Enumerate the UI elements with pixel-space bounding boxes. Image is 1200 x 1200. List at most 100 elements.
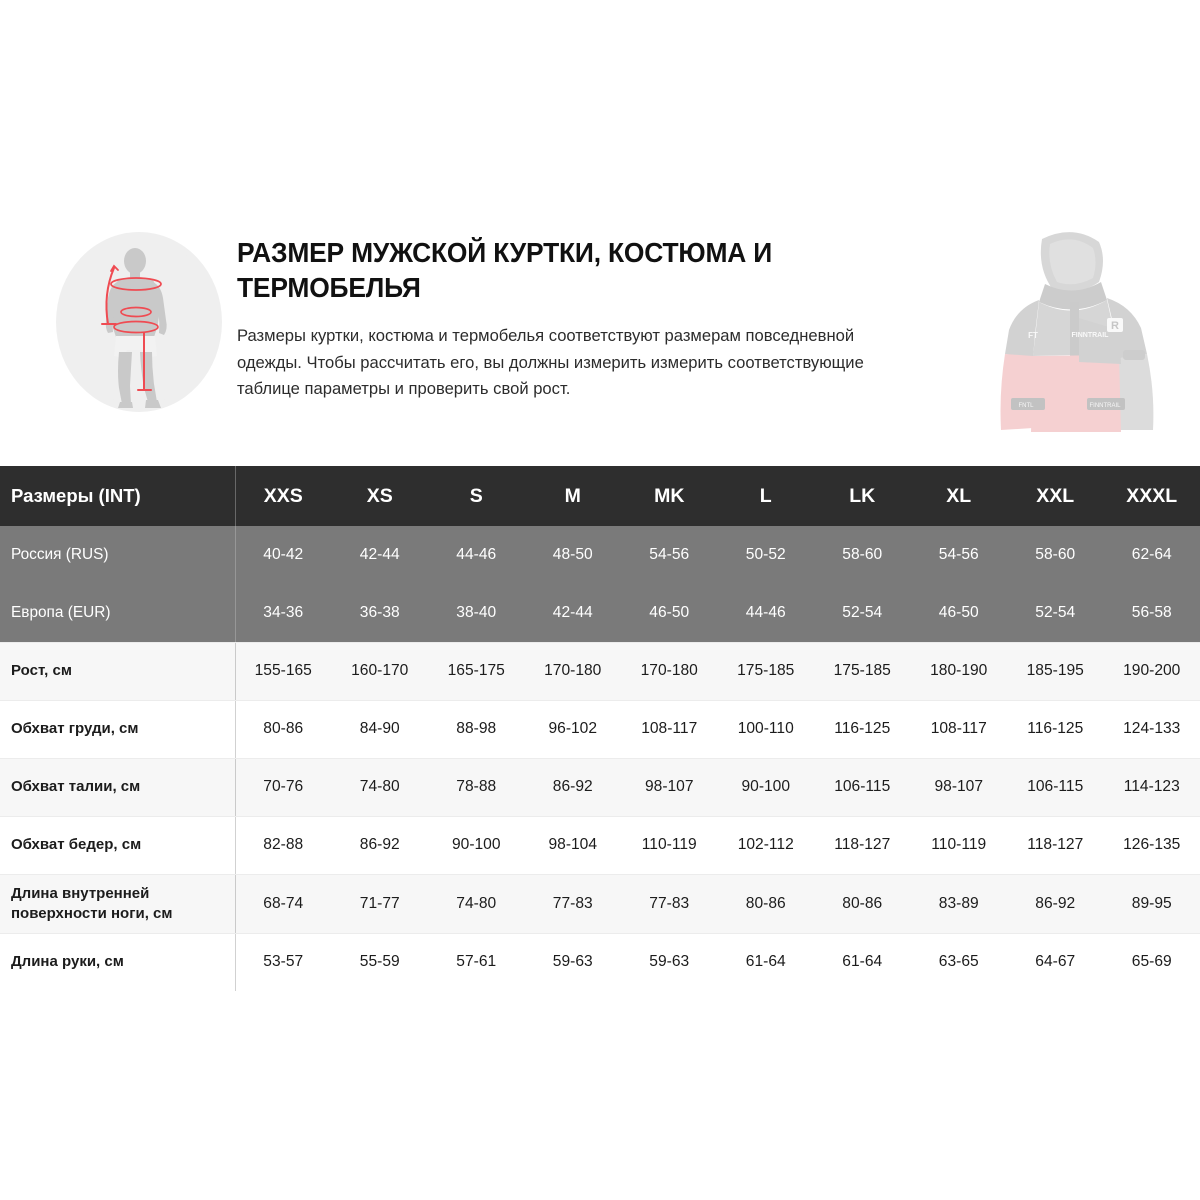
table-cell: 74-80 bbox=[428, 873, 525, 933]
table-cell: 170-180 bbox=[621, 641, 718, 700]
table-cell: 40-42 bbox=[235, 526, 332, 584]
table-cell: 86-92 bbox=[331, 815, 428, 874]
svg-text:R: R bbox=[1111, 320, 1119, 332]
table-header-row: Размеры (INT) XXS XS S M MK L LK XL XXL … bbox=[0, 466, 1200, 526]
table-cell: 110-119 bbox=[910, 815, 1007, 874]
column-header-xl: XL bbox=[946, 484, 972, 507]
column-header-label: Размеры (INT) bbox=[11, 485, 141, 506]
column-header-xs: XS bbox=[366, 484, 393, 507]
row-label: Длина внутренней поверхности ноги, см bbox=[0, 873, 235, 933]
row-label: Длина руки, см bbox=[0, 932, 235, 991]
table-body: Россия (RUS) 40-42 42-44 44-46 48-50 54-56 50-… bbox=[0, 526, 1200, 992]
column-header-xxxl: XXXL bbox=[1126, 484, 1178, 507]
table-cell: 77-83 bbox=[621, 873, 718, 933]
table-cell: 52-54 bbox=[1035, 603, 1076, 621]
table-cell: 98-107 bbox=[910, 757, 1007, 816]
table-cell: 86-92 bbox=[1007, 873, 1104, 933]
table-cell: 34-36 bbox=[235, 584, 332, 642]
svg-text:FNTL: FNTL bbox=[1019, 403, 1035, 409]
table-cell: 78-88 bbox=[428, 757, 525, 816]
table-row: Обхват талии, см 70-76 74-80 78-88 86-92 98-1… bbox=[0, 757, 1200, 816]
table-cell: 160-170 bbox=[331, 641, 428, 700]
table-cell: 155-165 bbox=[235, 641, 332, 700]
table-cell: 185-195 bbox=[1007, 641, 1104, 700]
table-row: Обхват бедер, см 82-88 86-92 90-100 98-104 11… bbox=[0, 815, 1200, 874]
table-cell: 68-74 bbox=[235, 873, 332, 933]
table-cell: 53-57 bbox=[235, 932, 332, 992]
table-cell: 86-92 bbox=[524, 757, 621, 816]
table-cell: 118-127 bbox=[814, 815, 911, 874]
table-cell: 83-89 bbox=[910, 873, 1007, 933]
table-cell: 100-110 bbox=[717, 699, 814, 758]
table-cell: 124-133 bbox=[1103, 699, 1200, 758]
table-cell: 58-60 bbox=[842, 546, 883, 563]
table-cell: 50-52 bbox=[745, 546, 786, 563]
table-row: Рост, см 155-165 160-170 165-175 170-180 170-… bbox=[0, 641, 1200, 700]
table-cell: 165-175 bbox=[428, 641, 525, 700]
table-cell: 190-200 bbox=[1103, 641, 1200, 700]
table-cell: 46-50 bbox=[649, 603, 690, 621]
table-cell: 61-64 bbox=[717, 932, 814, 991]
table-cell: 71-77 bbox=[331, 873, 428, 933]
table-cell: 52-54 bbox=[842, 603, 883, 621]
column-header-mk: MK bbox=[654, 484, 685, 507]
table-cell: 54-56 bbox=[938, 546, 979, 563]
column-header-l: L bbox=[759, 484, 772, 507]
size-chart-table: Размеры (INT) XXS XS S M MK L LK XL XXL … bbox=[0, 466, 1200, 992]
table-cell: 54-56 bbox=[649, 546, 690, 563]
table-row: Европа (EUR) 34-36 36-38 38-40 42-44 46-50 44-… bbox=[0, 584, 1200, 642]
table-row: Россия (RUS) 40-42 42-44 44-46 48-50 54-56 50-… bbox=[0, 526, 1200, 584]
table-row: Длина руки, см 53-57 55-59 57-61 59-63 59-63 6… bbox=[0, 932, 1200, 992]
table-cell: 82-88 bbox=[235, 815, 332, 874]
table-cell: 80-86 bbox=[235, 699, 332, 758]
table-cell: 77-83 bbox=[524, 873, 621, 933]
table-cell: 114-123 bbox=[1103, 757, 1200, 816]
table-cell: 57-61 bbox=[428, 932, 525, 991]
row-label: Обхват талии, см bbox=[0, 757, 235, 816]
body-measurement-diagram-icon bbox=[56, 232, 222, 412]
table-cell: 90-100 bbox=[717, 757, 814, 816]
table-cell: 58-60 bbox=[1035, 546, 1076, 563]
mens-fishing-jacket-photo: R FT FINNTRAIL FNTL FINNTRAIL bbox=[995, 222, 1200, 467]
table-row: Обхват груди, см 80-86 84-90 88-98 96-102 108… bbox=[0, 699, 1200, 758]
table-cell: 64-67 bbox=[1007, 932, 1104, 991]
table-cell: 38-40 bbox=[456, 603, 497, 621]
table-cell: 170-180 bbox=[524, 641, 621, 700]
table-cell: 90-100 bbox=[428, 815, 525, 874]
table-cell: 44-46 bbox=[745, 603, 786, 621]
column-header-m: M bbox=[564, 484, 581, 507]
table-cell: 116-125 bbox=[814, 699, 911, 758]
table-cell: 44-46 bbox=[456, 546, 497, 563]
table-cell: 98-107 bbox=[621, 757, 718, 816]
table-cell: 55-59 bbox=[331, 932, 428, 991]
table-cell: 59-63 bbox=[524, 932, 621, 991]
table-cell: 118-127 bbox=[1007, 815, 1104, 874]
svg-text:FT: FT bbox=[1028, 331, 1038, 340]
table-cell: 80-86 bbox=[717, 873, 814, 933]
table-cell: 84-90 bbox=[331, 699, 428, 758]
table-cell: 175-185 bbox=[814, 641, 911, 700]
row-label: Европа (EUR) bbox=[11, 603, 111, 621]
table-cell: 98-104 bbox=[524, 815, 621, 874]
column-header-xxl: XXL bbox=[1036, 484, 1075, 507]
row-label: Россия (RUS) bbox=[11, 546, 109, 563]
column-header-lk: LK bbox=[849, 484, 876, 507]
row-label: Рост, см bbox=[0, 641, 235, 700]
table-cell: 106-115 bbox=[1007, 757, 1104, 816]
svg-text:FINNTRAIL: FINNTRAIL bbox=[1089, 403, 1121, 409]
hero-text-block: РАЗМЕР МУЖСКОЙ КУРТКИ, КОСТЮМА И ТЕРМОБЕ… bbox=[237, 236, 917, 403]
page-description: Размеры куртки, костюма и термобелья соо… bbox=[237, 325, 864, 399]
table-cell: 61-64 bbox=[814, 932, 911, 991]
table-cell: 42-44 bbox=[359, 546, 400, 563]
table-cell: 63-65 bbox=[910, 932, 1007, 991]
table-cell: 175-185 bbox=[717, 641, 814, 700]
hero-section: РАЗМЕР МУЖСКОЙ КУРТКИ, КОСТЮМА И ТЕРМОБЕ… bbox=[0, 222, 1200, 462]
table-cell: 108-117 bbox=[621, 699, 718, 758]
table-cell: 110-119 bbox=[621, 815, 718, 874]
row-label: Обхват бедер, см bbox=[0, 815, 235, 874]
table-cell: 46-50 bbox=[938, 603, 979, 621]
page-title: РАЗМЕР МУЖСКОЙ КУРТКИ, КОСТЮМА И ТЕРМОБЕ… bbox=[237, 237, 773, 303]
svg-text:FINNTRAIL: FINNTRAIL bbox=[1072, 332, 1110, 339]
table-row: Длина внутренней поверхности ноги, см 68-… bbox=[0, 873, 1200, 933]
